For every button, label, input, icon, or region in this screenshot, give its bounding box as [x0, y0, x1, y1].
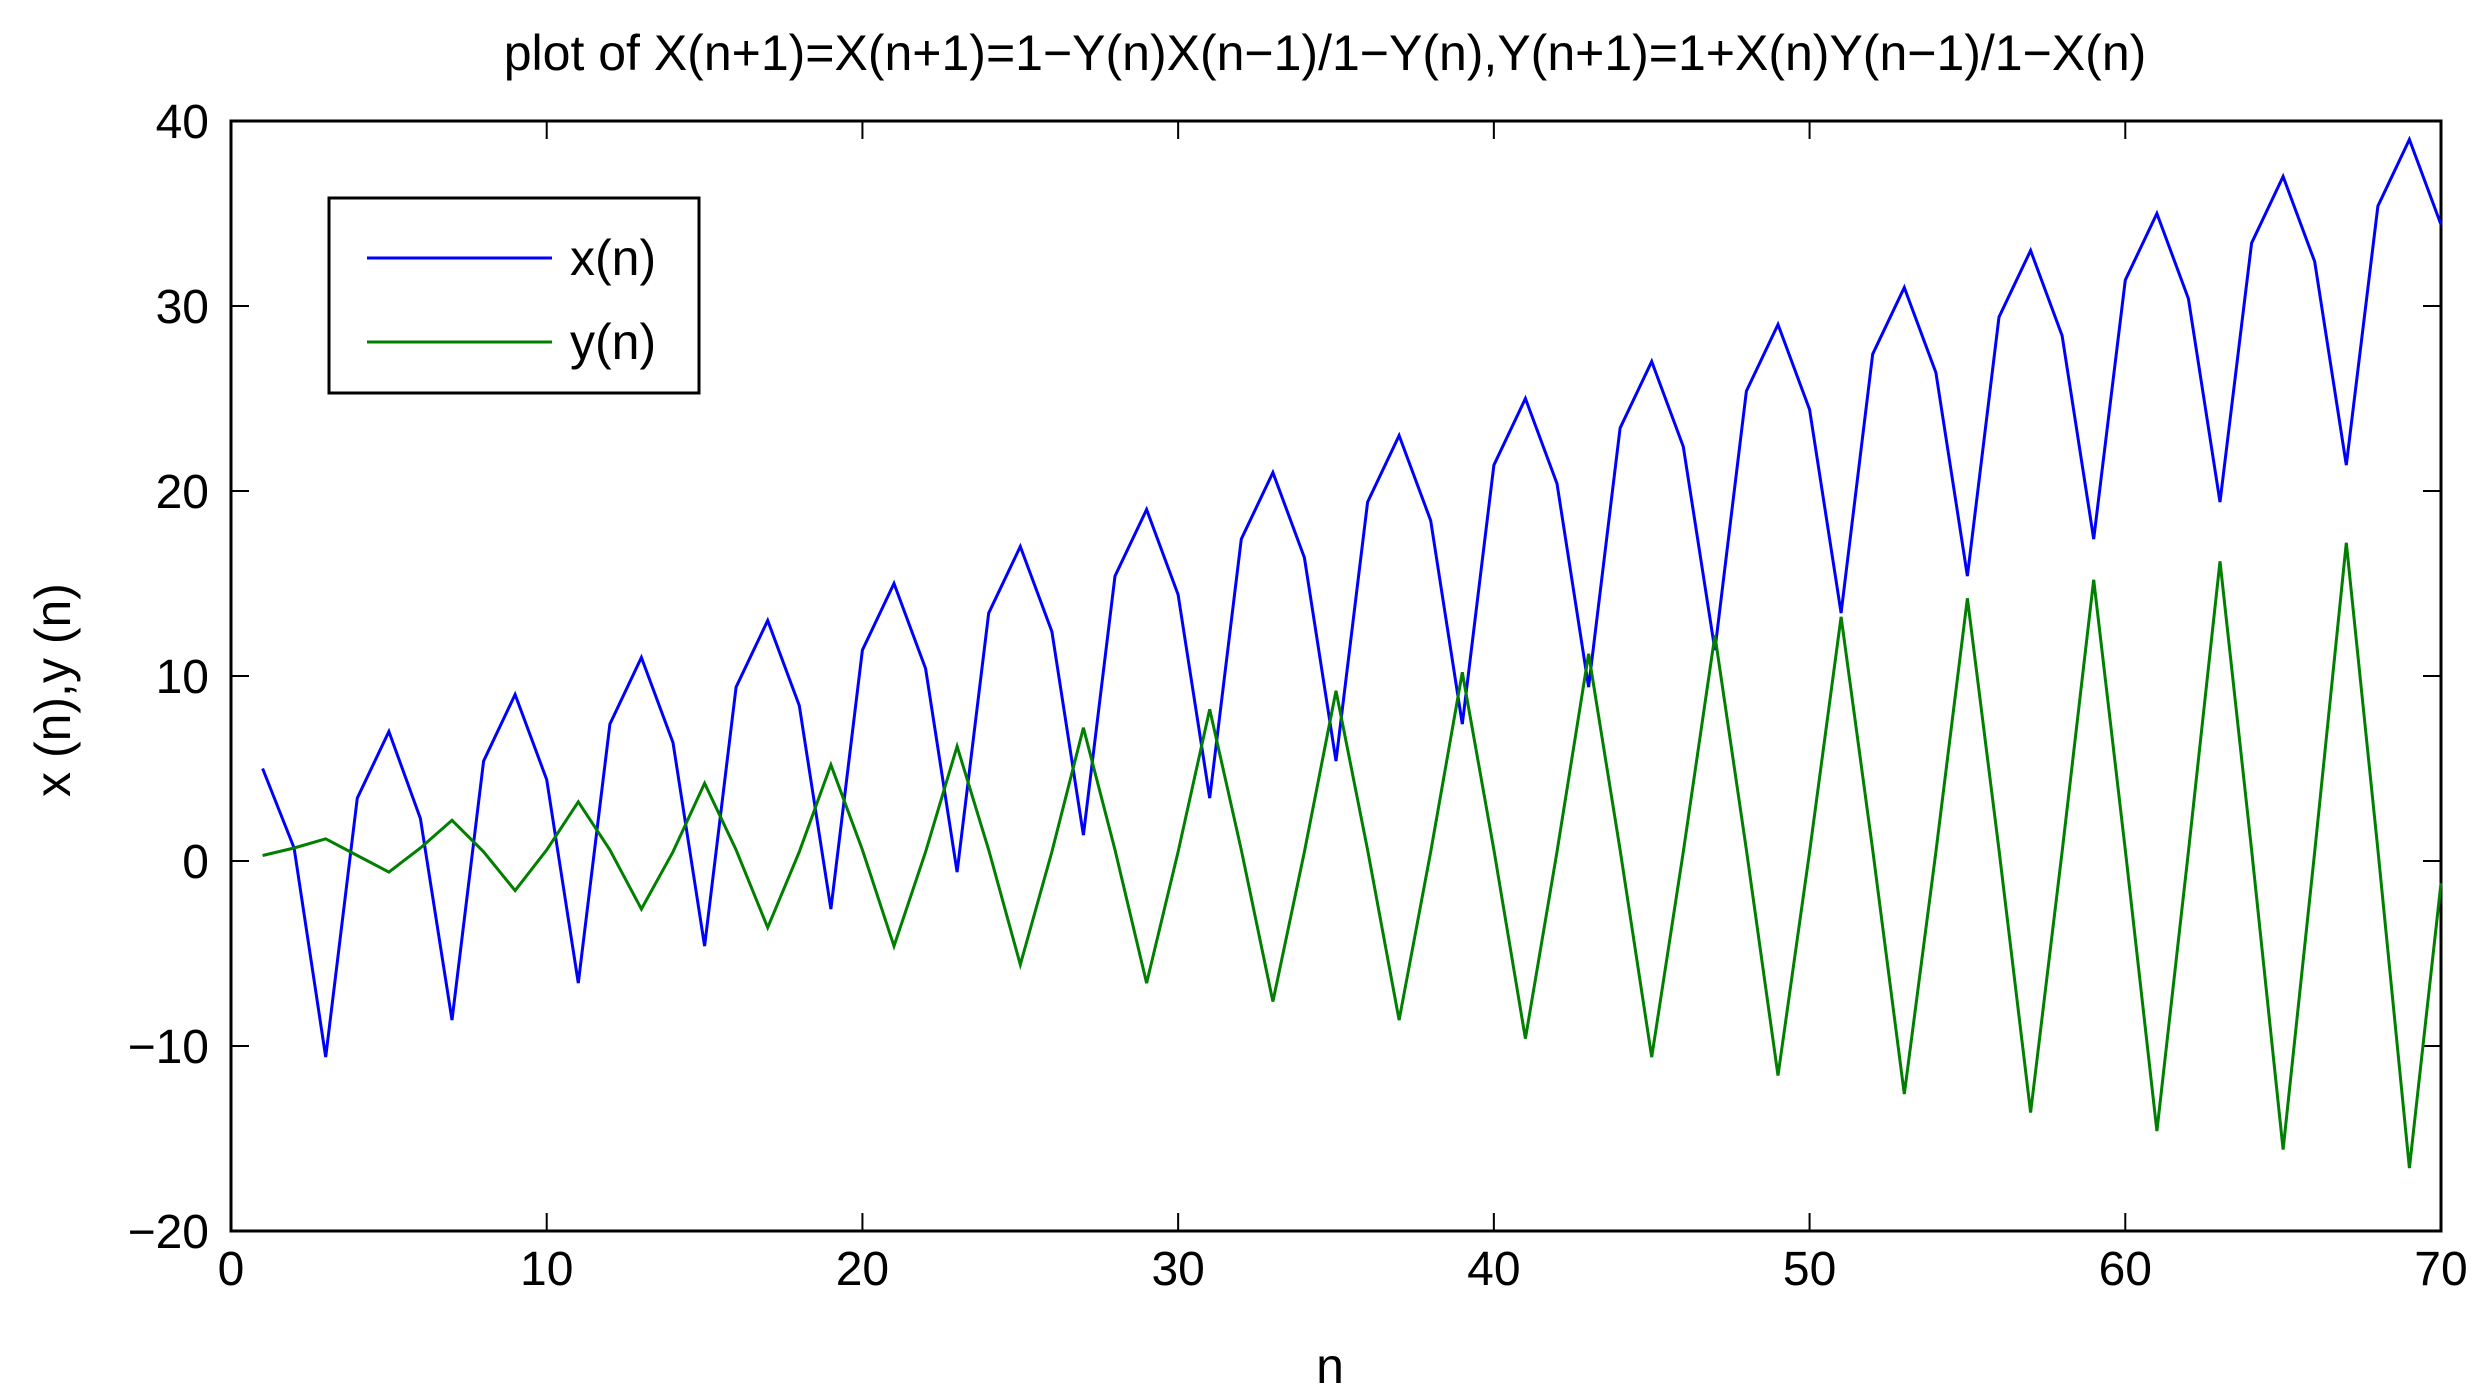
legend-box: [327, 196, 701, 395]
x-tick-label: 30: [1151, 1243, 1204, 1296]
y-tick-label: −10: [128, 1021, 209, 1074]
y-tick-label: 20: [156, 466, 209, 519]
legend-items: x(n) y(n): [367, 230, 656, 370]
x-tick-label: 50: [1783, 1243, 1836, 1296]
x-tick-label: 70: [2414, 1243, 2467, 1296]
x-tick-label: 20: [836, 1243, 889, 1296]
series-line-x: [261, 135, 2443, 1058]
chart-title: plot of X(n+1)=X(n+1)=1−Y(n)X(n−1)/1−Y(n…: [504, 25, 2147, 81]
x-tick-label: 60: [2099, 1243, 2152, 1296]
legend-label: y(n): [570, 314, 656, 370]
x-axis-label: n: [1316, 1338, 1344, 1394]
y-tick-label: 40: [156, 96, 209, 149]
x-tick-label: 40: [1467, 1243, 1520, 1296]
y-tick-label: 30: [156, 281, 209, 334]
y-tick-label: −20: [128, 1206, 209, 1259]
y-tick-label: 10: [156, 651, 209, 704]
y-axis-label: x (n),y (n): [25, 583, 81, 797]
series-layer: [261, 135, 2443, 1169]
x-tick-label: 10: [520, 1243, 573, 1296]
y-tick-label: 0: [182, 836, 209, 889]
x-tick-label: 0: [218, 1243, 245, 1296]
legend-label: x(n): [570, 230, 656, 286]
ticks: 0 10 20 30 40 50 60 70 −20 −10 0 10 20 30 40: [128, 96, 2468, 1296]
series-line-y: [262, 542, 2443, 1169]
legend: x(n) y(n): [327, 196, 701, 395]
